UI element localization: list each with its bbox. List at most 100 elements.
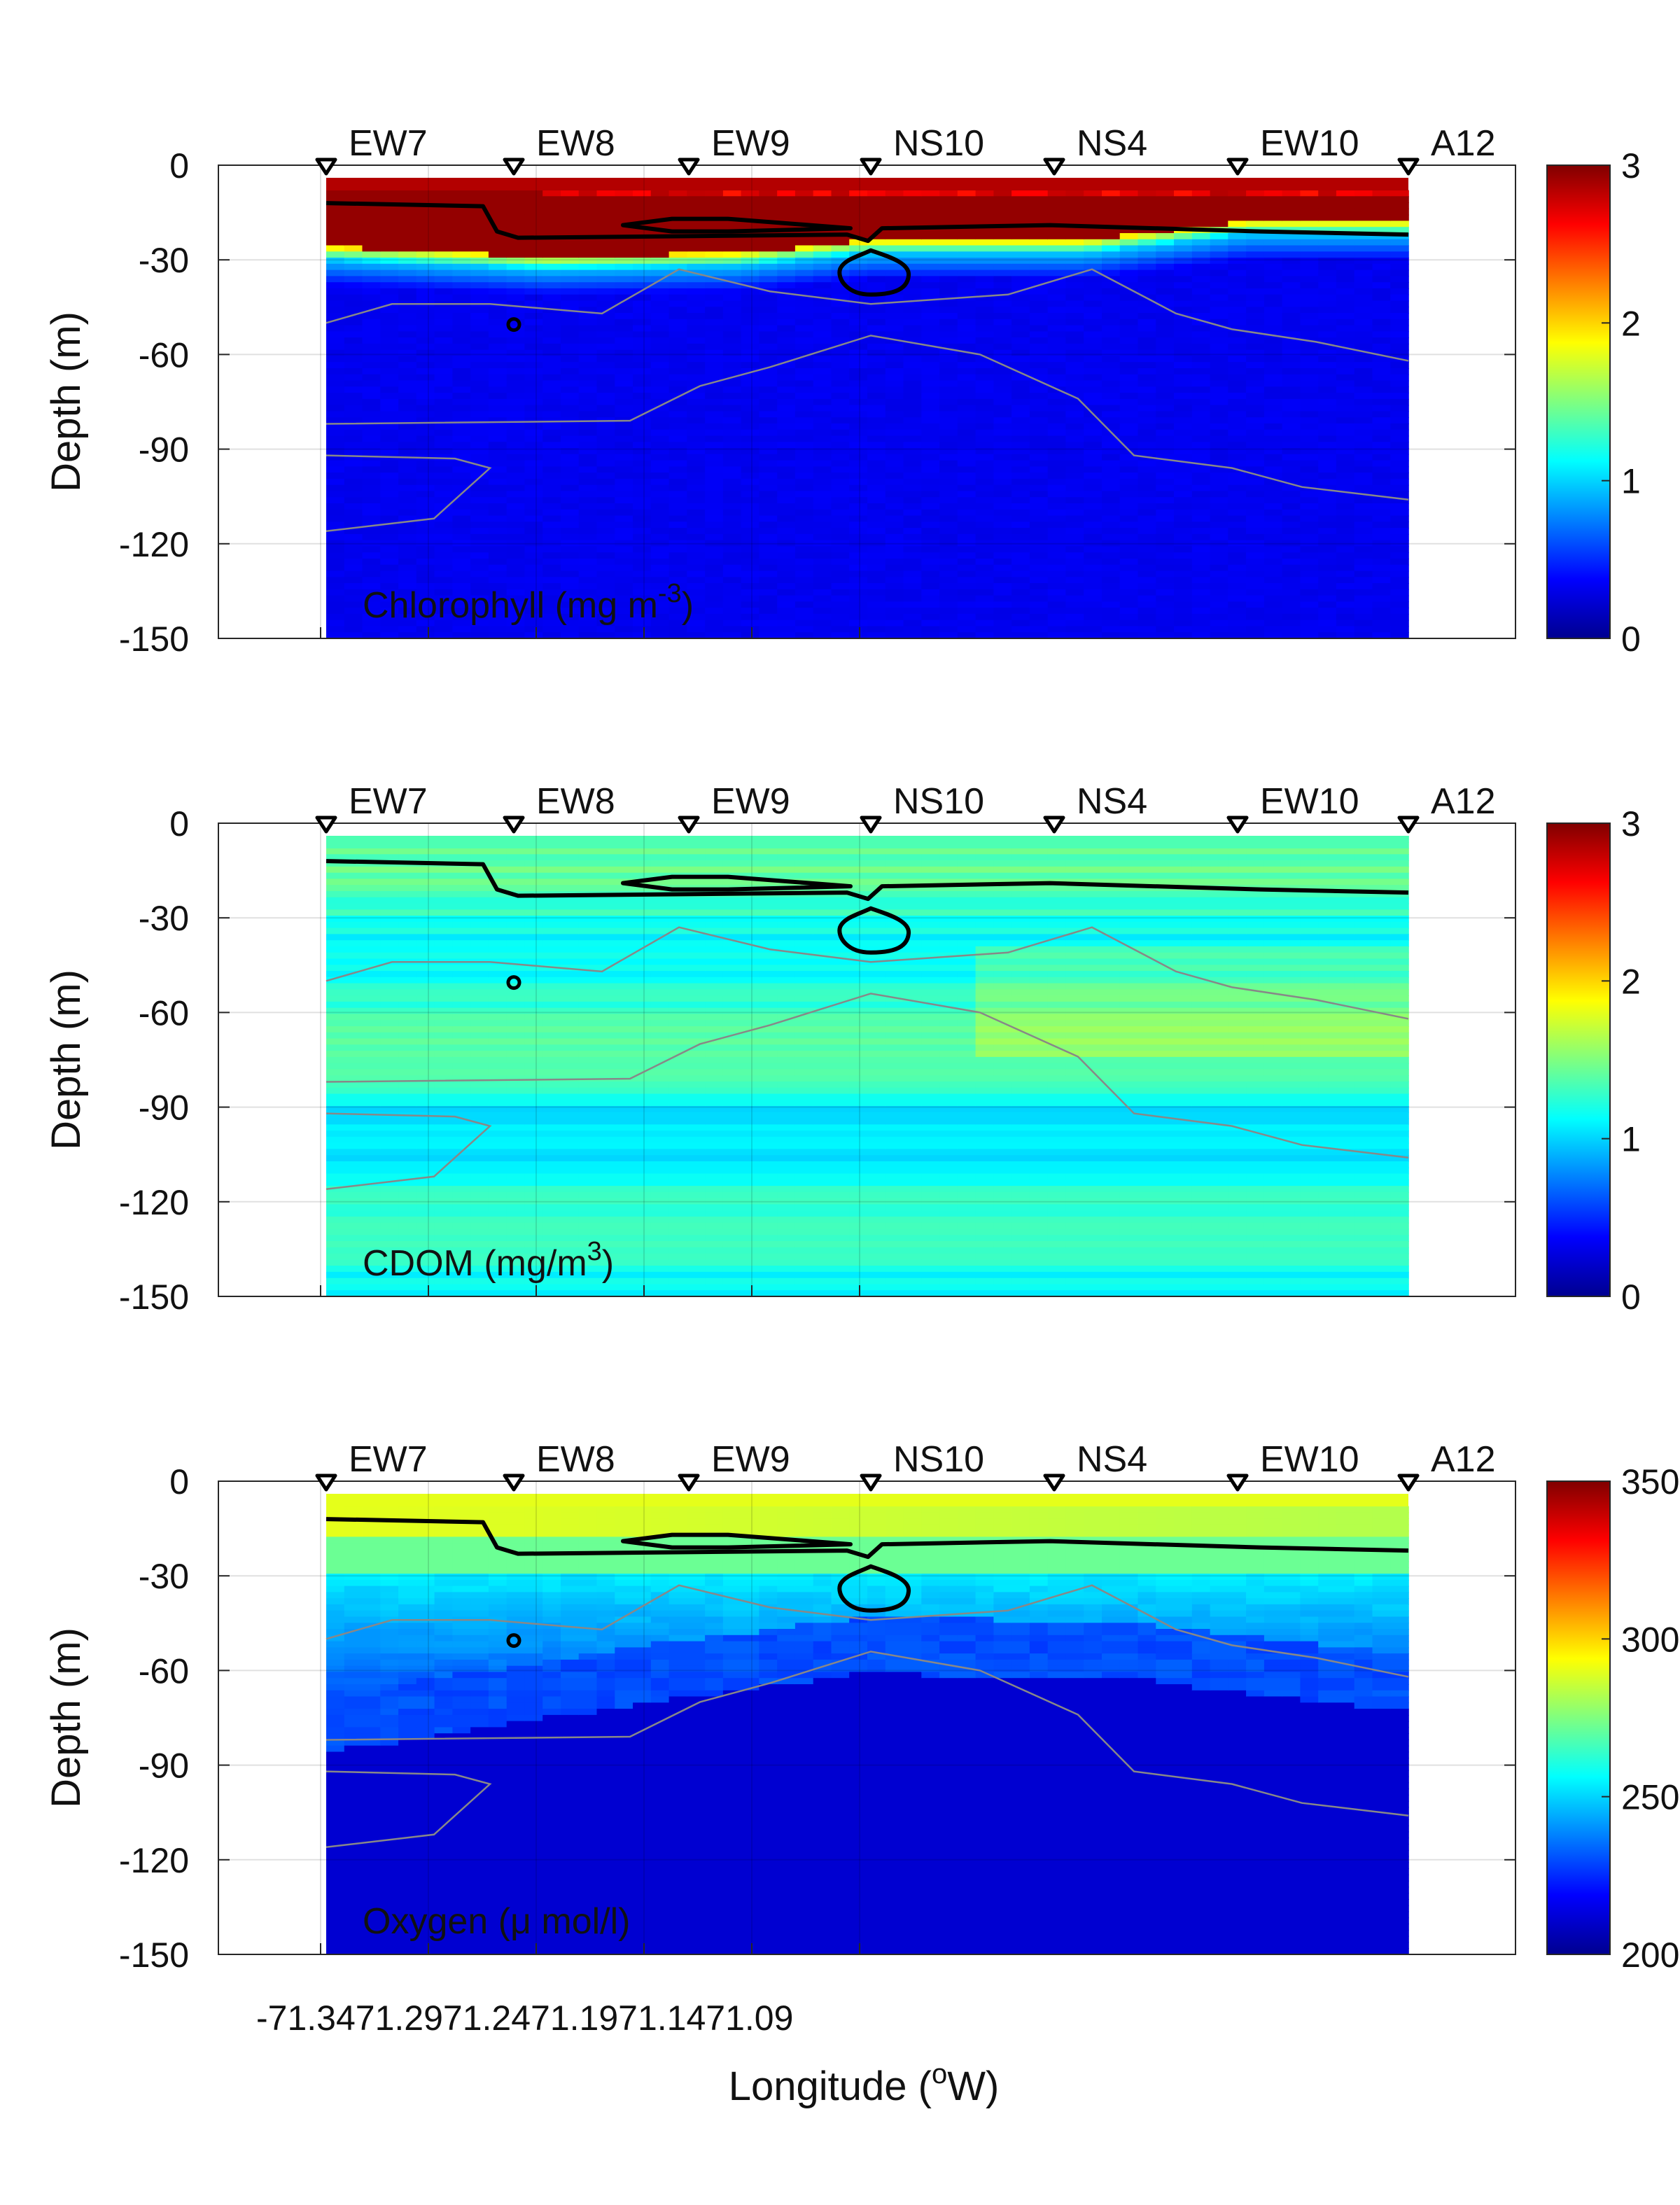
heatmap-cell — [524, 362, 543, 369]
heatmap-cell — [398, 208, 417, 216]
heatmap-cell — [416, 313, 435, 320]
heatmap-cell — [1029, 227, 1049, 234]
heatmap-cell — [596, 491, 616, 498]
heatmap-cell — [668, 515, 688, 523]
heatmap-cell — [939, 411, 958, 418]
heatmap-cell — [849, 393, 868, 400]
heatmap-cell — [903, 374, 923, 382]
heatmap-cell — [741, 362, 760, 369]
heatmap-cell — [1191, 540, 1211, 547]
heatmap-cell — [1174, 380, 1193, 388]
heatmap-cell — [1191, 307, 1211, 314]
heatmap-cell — [885, 356, 904, 363]
heatmap-cell — [434, 294, 454, 302]
heatmap-cell — [434, 233, 454, 240]
heatmap-cell — [1354, 208, 1373, 216]
heatmap-cell — [957, 343, 976, 351]
heatmap-cell — [434, 435, 454, 443]
heatmap-cell — [1228, 356, 1247, 363]
heatmap-cell — [506, 282, 526, 289]
heatmap-cell — [1138, 245, 1157, 253]
heatmap-cell — [722, 448, 742, 455]
heatmap-cell — [759, 282, 778, 289]
heatmap-cell — [1318, 220, 1337, 227]
heatmap-cell — [1102, 245, 1121, 253]
heatmap-cell — [452, 934, 471, 941]
heatmap-cell — [1011, 362, 1030, 369]
heatmap-cell — [1084, 533, 1102, 541]
heatmap-cell — [1264, 552, 1283, 559]
heatmap-cell — [1246, 343, 1265, 351]
heatmap-cell — [1029, 245, 1049, 253]
heatmap-cell — [885, 608, 904, 615]
heatmap-cell — [434, 595, 454, 603]
heatmap-cell — [705, 522, 724, 528]
heatmap-cell — [470, 343, 489, 351]
heatmap-cell — [957, 509, 976, 517]
heatmap-cell — [1336, 270, 1355, 277]
heatmap-cell — [416, 405, 435, 412]
heatmap-cell — [398, 411, 417, 418]
heatmap-cell — [831, 417, 850, 424]
heatmap-cell — [416, 626, 435, 634]
heatmap-cell — [1029, 233, 1049, 240]
heatmap-cell — [650, 245, 670, 253]
heatmap-cell — [470, 227, 489, 234]
heatmap-cell — [488, 208, 507, 216]
heatmap-cell — [344, 202, 363, 209]
heatmap-cell — [1372, 429, 1392, 437]
heatmap-cell — [398, 1253, 417, 1261]
heatmap-cell — [741, 393, 760, 400]
heatmap-cell — [362, 632, 382, 639]
heatmap-cell — [434, 1032, 454, 1040]
heatmap-cell — [867, 577, 886, 584]
heatmap-cell — [326, 1124, 345, 1131]
heatmap-cell — [1011, 202, 1030, 209]
heatmap-cell — [705, 411, 724, 418]
heatmap-cell — [903, 220, 923, 227]
heatmap-cell — [398, 294, 417, 302]
heatmap-cell — [1282, 589, 1301, 596]
heatmap-cell — [1210, 435, 1229, 443]
heatmap-cell — [849, 276, 868, 283]
heatmap-cell — [434, 214, 454, 222]
heatmap-cell — [687, 251, 706, 258]
heatmap-cell — [1264, 374, 1283, 382]
heatmap-cell — [380, 380, 399, 388]
heatmap-cell — [831, 356, 850, 363]
heatmap-cell — [344, 1026, 363, 1033]
heatmap-cell — [849, 196, 868, 203]
heatmap-cell — [326, 909, 345, 916]
heatmap-cell — [398, 1241, 417, 1248]
heatmap-cell — [903, 343, 923, 351]
heatmap-cell — [957, 398, 976, 406]
heatmap-cell — [542, 227, 561, 234]
heatmap-cell — [1011, 577, 1030, 584]
heatmap-cell — [650, 442, 670, 449]
heatmap-cell — [777, 208, 796, 216]
heatmap-cell — [398, 1130, 417, 1138]
heatmap-cell — [1390, 294, 1409, 302]
heatmap-cell — [1065, 601, 1084, 608]
heatmap-cell — [759, 325, 778, 332]
heatmap-cell — [885, 343, 904, 351]
heatmap-cell — [957, 411, 976, 418]
heatmap-cell — [1264, 411, 1283, 418]
heatmap-cell — [741, 528, 760, 535]
heatmap-cell — [524, 417, 543, 424]
heatmap-cell — [957, 515, 976, 523]
heatmap-cell — [398, 921, 417, 929]
heatmap-cell — [344, 356, 363, 363]
heatmap-cell — [1102, 608, 1121, 615]
heatmap-cell — [687, 294, 706, 302]
heatmap-cell — [1300, 398, 1319, 406]
heatmap-cell — [1336, 356, 1355, 363]
heatmap-cell — [362, 589, 382, 596]
heatmap-cell — [975, 251, 995, 258]
heatmap-cell — [722, 202, 742, 209]
heatmap-cell — [939, 632, 958, 639]
heatmap-cell — [957, 522, 976, 528]
heatmap-cell — [849, 411, 868, 418]
heatmap-cell — [1138, 601, 1157, 608]
heatmap-cell — [1065, 258, 1084, 265]
